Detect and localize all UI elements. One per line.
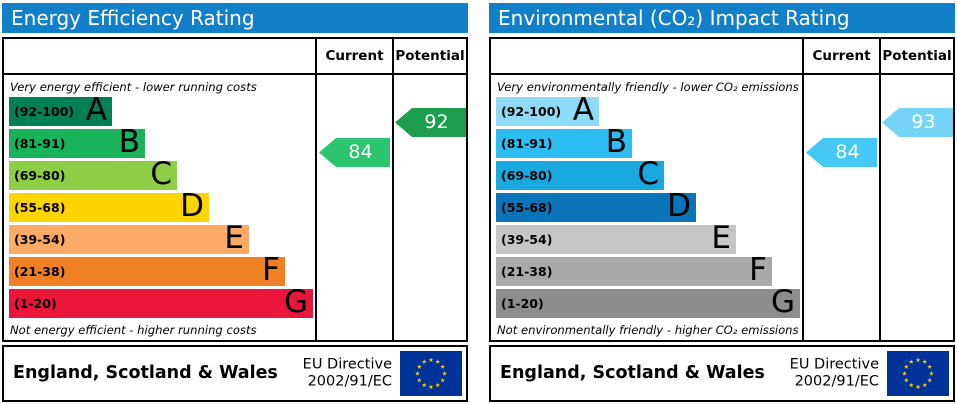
band-range: (1-20) xyxy=(14,296,57,311)
band-letter: D xyxy=(667,188,691,224)
bottom-note: Not energy efficient - higher running co… xyxy=(10,323,257,337)
band-letter: B xyxy=(118,124,140,160)
panel-title: Energy Efficiency Rating xyxy=(2,3,468,33)
band-range: (81-91) xyxy=(14,136,66,151)
band-letter: E xyxy=(224,220,244,256)
panel-title: Environmental (CO₂) Impact Rating xyxy=(489,3,955,33)
band-letter: C xyxy=(150,156,172,192)
eu-directive-label: EU Directive 2002/91/EC xyxy=(790,356,879,391)
band-a: (92-100) A xyxy=(496,92,599,128)
band-g: (1-20) G xyxy=(496,284,800,320)
rating-bands: (92-100) A (81-91) B (69-80) C (55-68) D xyxy=(9,92,313,321)
current-rating-arrow: 84 xyxy=(806,138,877,167)
band-d: (55-68) D xyxy=(9,188,209,224)
band-b: (81-91) B xyxy=(496,124,632,160)
band-letter: F xyxy=(262,252,280,288)
band-e: (39-54) E xyxy=(496,220,736,256)
current-rating-arrow: 84 xyxy=(319,138,390,167)
top-note: Very environmentally friendly - lower CO… xyxy=(497,80,799,94)
band-c: (69-80) C xyxy=(9,156,177,192)
top-note: Very energy efficient - lower running co… xyxy=(10,80,257,94)
eu-directive-line1: EU Directive xyxy=(789,356,879,373)
band-range: (81-91) xyxy=(501,136,553,151)
eu-flag-icon xyxy=(400,351,462,396)
band-range: (39-54) xyxy=(501,232,553,247)
band-d: (55-68) D xyxy=(496,188,696,224)
eu-directive-line1: EU Directive xyxy=(302,356,392,373)
region-label: England, Scotland & Wales xyxy=(500,363,765,383)
band-range: (55-68) xyxy=(501,200,553,215)
energy-efficiency-panel: Energy Efficiency Rating Current Potenti… xyxy=(2,0,468,404)
band-range: (1-20) xyxy=(501,296,544,311)
band-c: (69-80) C xyxy=(496,156,664,192)
eu-directive-line2: 2002/91/EC xyxy=(794,373,879,390)
rating-table: Current Potential Very environmentally f… xyxy=(489,37,955,342)
band-letter: F xyxy=(749,252,767,288)
bottom-note: Not environmentally friendly - higher CO… xyxy=(497,323,799,337)
footer: England, Scotland & Wales EU Directive 2… xyxy=(489,345,955,402)
footer: England, Scotland & Wales EU Directive 2… xyxy=(2,345,468,402)
potential-column-header: Potential xyxy=(395,48,465,64)
potential-column-header: Potential xyxy=(882,48,952,64)
current-column-header: Current xyxy=(812,48,871,64)
current-column-header: Current xyxy=(325,48,384,64)
band-letter: G xyxy=(770,284,795,320)
eu-flag-icon xyxy=(887,351,949,396)
band-letter: A xyxy=(85,92,107,128)
band-range: (21-38) xyxy=(501,264,553,279)
column-divider xyxy=(802,39,804,340)
band-range: (69-80) xyxy=(14,168,66,183)
band-letter: B xyxy=(605,124,627,160)
eu-directive-label: EU Directive 2002/91/EC xyxy=(303,356,392,391)
band-range: (92-100) xyxy=(501,104,562,119)
band-range: (21-38) xyxy=(14,264,66,279)
band-b: (81-91) B xyxy=(9,124,145,160)
potential-rating-arrow: 93 xyxy=(882,108,953,137)
environmental-impact-panel: Environmental (CO₂) Impact Rating Curren… xyxy=(489,0,955,404)
rating-table: Current Potential Very energy efficient … xyxy=(2,37,468,342)
band-letter: G xyxy=(283,284,308,320)
header-row-divider xyxy=(491,73,953,75)
eu-directive-line2: 2002/91/EC xyxy=(307,373,392,390)
rating-bands: (92-100) A (81-91) B (69-80) C (55-68) D xyxy=(496,92,800,321)
column-divider xyxy=(315,39,317,340)
header-row-divider xyxy=(4,73,466,75)
band-a: (92-100) A xyxy=(9,92,112,128)
band-g: (1-20) G xyxy=(9,284,313,320)
band-e: (39-54) E xyxy=(9,220,249,256)
column-divider xyxy=(879,39,881,340)
band-range: (69-80) xyxy=(501,168,553,183)
band-range: (39-54) xyxy=(14,232,66,247)
band-range: (92-100) xyxy=(14,104,75,119)
column-divider xyxy=(392,39,394,340)
potential-rating-arrow: 92 xyxy=(395,108,466,137)
band-letter: A xyxy=(572,92,594,128)
band-letter: E xyxy=(711,220,731,256)
band-f: (21-38) F xyxy=(9,252,285,288)
band-letter: C xyxy=(637,156,659,192)
band-f: (21-38) F xyxy=(496,252,772,288)
region-label: England, Scotland & Wales xyxy=(13,363,278,383)
band-range: (55-68) xyxy=(14,200,66,215)
band-letter: D xyxy=(180,188,204,224)
